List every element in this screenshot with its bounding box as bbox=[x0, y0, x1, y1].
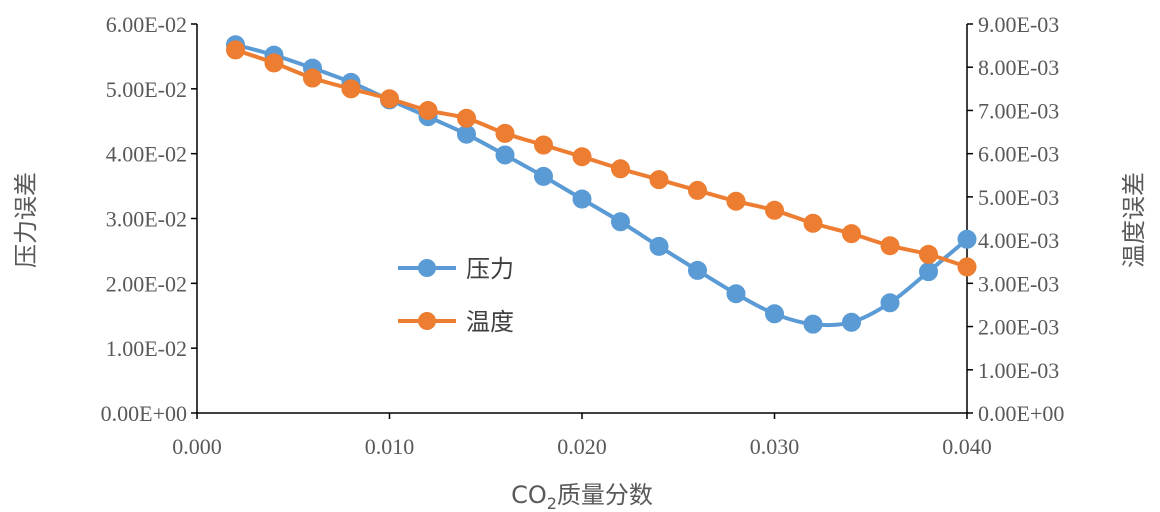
series-point bbox=[341, 79, 361, 99]
x-axis-title-suffix: 质量分数 bbox=[557, 481, 653, 509]
series-point bbox=[726, 191, 746, 211]
series-point bbox=[457, 124, 476, 144]
x-axis-title-prefix: CO bbox=[511, 481, 547, 509]
series-point bbox=[649, 170, 669, 190]
y-right-tick-label: 8.00E-03 bbox=[978, 55, 1059, 80]
x-axis-title-subscript: 2 bbox=[547, 494, 557, 512]
series-point bbox=[495, 123, 515, 143]
series-1 bbox=[226, 35, 977, 334]
y-left-tick-label: 6.00E-02 bbox=[106, 12, 187, 37]
series-point bbox=[649, 236, 669, 256]
series-point bbox=[611, 212, 630, 232]
y-right-tick-label: 0.00E+00 bbox=[978, 401, 1064, 426]
legend-label: 压力 bbox=[466, 255, 514, 283]
series-point bbox=[765, 200, 784, 220]
legend-marker bbox=[418, 259, 436, 277]
y-right-tick-label: 2.00E-03 bbox=[978, 315, 1059, 340]
series-point bbox=[611, 159, 630, 179]
series-point bbox=[572, 189, 592, 209]
series-point bbox=[957, 229, 977, 249]
legend-item: 压力 bbox=[398, 255, 514, 283]
x-tick-label: 0.040 bbox=[942, 434, 992, 459]
series-point bbox=[842, 312, 861, 332]
series-point bbox=[264, 53, 284, 73]
y-left-tick-label: 5.00E-02 bbox=[106, 77, 187, 102]
y-left-tick-label: 3.00E-02 bbox=[106, 207, 187, 232]
series-point bbox=[842, 224, 861, 244]
series-point bbox=[880, 293, 900, 313]
series-point bbox=[380, 89, 399, 109]
x-tick-label: 0.020 bbox=[557, 434, 607, 459]
series-point bbox=[303, 68, 322, 88]
legend-marker bbox=[418, 312, 436, 330]
series-point bbox=[765, 304, 784, 324]
series-point bbox=[688, 260, 707, 280]
series-point bbox=[688, 180, 707, 200]
series-point bbox=[803, 213, 823, 233]
y-left-tick-label: 2.00E-02 bbox=[106, 271, 187, 296]
series-point bbox=[919, 244, 938, 264]
y-right-tick-label: 4.00E-03 bbox=[978, 228, 1059, 253]
series-point bbox=[957, 257, 977, 277]
y-axis-left-title: 压力误差 bbox=[12, 172, 40, 268]
x-axis-title: CO2质量分数 bbox=[511, 481, 653, 512]
y-left-tick-label: 0.00E+00 bbox=[101, 401, 187, 426]
series-point bbox=[457, 108, 476, 128]
y-right-tick-label: 5.00E-03 bbox=[978, 185, 1059, 210]
y-right-tick-label: 1.00E-03 bbox=[978, 358, 1059, 383]
y-right-tick-label: 9.00E-03 bbox=[978, 12, 1059, 37]
y-right-tick-label: 3.00E-03 bbox=[978, 271, 1059, 296]
y-left-tick-label: 1.00E-02 bbox=[106, 336, 187, 361]
legend-label: 温度 bbox=[466, 308, 514, 336]
series-point bbox=[534, 135, 553, 155]
series-point bbox=[495, 145, 515, 165]
series-point bbox=[418, 100, 438, 120]
x-tick-label: 0.030 bbox=[750, 434, 800, 459]
y-axis-right-title: 温度误差 bbox=[1120, 172, 1148, 268]
y-left-tick-label: 4.00E-02 bbox=[106, 142, 187, 167]
series-2 bbox=[226, 40, 977, 277]
series-point bbox=[726, 284, 746, 304]
y-right-tick-label: 6.00E-03 bbox=[978, 142, 1059, 167]
series-layer bbox=[226, 35, 977, 334]
legend-item: 温度 bbox=[398, 308, 514, 336]
series-point bbox=[880, 236, 900, 256]
series-point bbox=[919, 262, 938, 282]
axes: 0.00E+00 1.00E-02 2.00E-02 3.00E-02 4.00E-02… bbox=[101, 12, 1065, 459]
series-point bbox=[534, 166, 553, 186]
x-tick-label: 0.000 bbox=[172, 434, 222, 459]
series-point bbox=[226, 40, 245, 60]
y-right-tick-label: 7.00E-03 bbox=[978, 98, 1059, 123]
x-tick-label: 0.010 bbox=[365, 434, 415, 459]
series-point bbox=[803, 314, 823, 334]
series-point bbox=[572, 147, 592, 167]
